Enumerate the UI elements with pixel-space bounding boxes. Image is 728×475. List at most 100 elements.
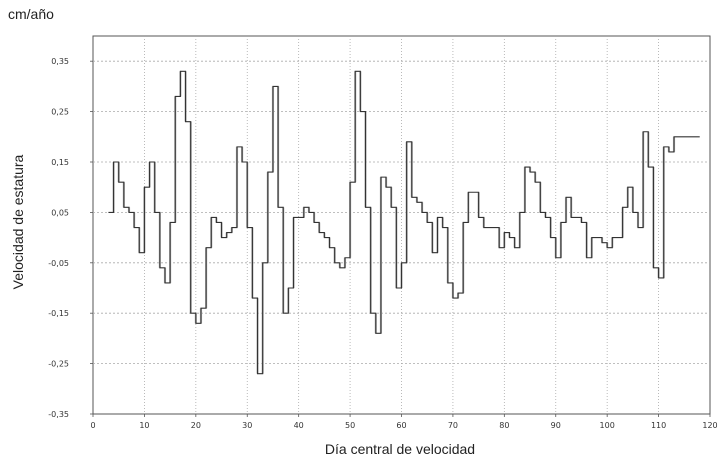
series-line: [108, 70, 700, 375]
data-point: [666, 146, 667, 147]
data-point: [337, 262, 338, 263]
data-point: [224, 237, 225, 238]
data-point: [661, 277, 662, 278]
data-point: [594, 237, 595, 238]
y-axis-ticks: -0,35 -0,25 -0,15 -0,05 0,05 0,15 0,25 0,35: [48, 57, 93, 419]
x-tick-label: 20: [191, 421, 201, 430]
data-point: [650, 166, 651, 167]
data-point: [475, 192, 476, 193]
data-point: [604, 242, 605, 243]
data-point: [126, 207, 127, 208]
data-point: [347, 257, 348, 258]
data-point: [378, 333, 379, 334]
data-point: [625, 207, 626, 208]
data-point: [681, 136, 682, 137]
data-point: [589, 257, 590, 258]
data-point: [311, 212, 312, 213]
data-point: [697, 136, 698, 137]
data-point: [599, 237, 600, 238]
data-point: [136, 227, 137, 228]
data-point: [218, 222, 219, 223]
data-point: [326, 237, 327, 238]
y-tick-label: 0,35: [51, 57, 69, 66]
x-tick-label: 30: [242, 421, 252, 430]
data-point: [208, 247, 209, 248]
data-point: [481, 217, 482, 218]
data-point: [439, 217, 440, 218]
data-point: [265, 262, 266, 263]
data-point: [367, 207, 368, 208]
data-point: [388, 187, 389, 188]
data-point: [260, 373, 261, 374]
y-tick-label: 0,25: [51, 108, 69, 117]
data-point: [619, 237, 620, 238]
data-point: [434, 252, 435, 253]
data-point: [547, 217, 548, 218]
data-point: [445, 227, 446, 228]
data-point: [275, 86, 276, 87]
data-point: [609, 247, 610, 248]
data-point: [182, 71, 183, 72]
data-point: [558, 257, 559, 258]
y-tick-label: -0,05: [48, 259, 69, 268]
x-tick-label: 0: [90, 421, 95, 430]
data-point: [249, 227, 250, 228]
data-point: [306, 207, 307, 208]
x-tick-label: 120: [702, 421, 717, 430]
data-point: [450, 282, 451, 283]
x-axis-ticks: 0 10 20 30 40 50 60 70 80 90 100 110 120: [90, 414, 718, 430]
x-tick-label: 80: [499, 421, 509, 430]
data-point: [532, 171, 533, 172]
data-point: [414, 197, 415, 198]
x-tick-label: 100: [600, 421, 615, 430]
x-tick-label: 50: [345, 421, 355, 430]
y-tick-label: -0,15: [48, 309, 69, 318]
data-point: [157, 212, 158, 213]
data-point: [398, 287, 399, 288]
data-point: [640, 227, 641, 228]
data-point: [573, 217, 574, 218]
data-point: [470, 192, 471, 193]
data-point: [110, 212, 111, 213]
data-point: [131, 212, 132, 213]
y-axis-label: Velocidad de estatura: [10, 154, 26, 290]
x-tick-label: 40: [294, 421, 304, 430]
data-point: [198, 323, 199, 324]
data-point: [270, 171, 271, 172]
data-point: [141, 252, 142, 253]
data-point: [686, 136, 687, 137]
data-point: [403, 262, 404, 263]
data-point: [491, 227, 492, 228]
data-point: [614, 237, 615, 238]
data-point: [537, 182, 538, 183]
x-tick-label: 10: [139, 421, 149, 430]
data-point: [331, 247, 332, 248]
data-point: [342, 267, 343, 268]
data-point: [424, 212, 425, 213]
data-point: [655, 267, 656, 268]
data-point: [373, 313, 374, 314]
x-tick-label: 90: [551, 421, 561, 430]
data-point: [285, 313, 286, 314]
data-point: [203, 308, 204, 309]
data-point: [496, 227, 497, 228]
data-point: [193, 313, 194, 314]
data-point: [393, 207, 394, 208]
data-point: [527, 166, 528, 167]
x-tick-label: 60: [396, 421, 406, 430]
data-point: [409, 141, 410, 142]
data-point: [254, 297, 255, 298]
data-point: [630, 187, 631, 188]
series-group: [108, 70, 700, 375]
data-point: [244, 161, 245, 162]
data-point: [511, 237, 512, 238]
data-point: [645, 131, 646, 132]
data-point: [578, 217, 579, 218]
data-point: [542, 212, 543, 213]
x-tick-label: 70: [448, 421, 458, 430]
data-point: [455, 297, 456, 298]
data-point: [383, 177, 384, 178]
data-point: [295, 217, 296, 218]
data-point: [152, 161, 153, 162]
